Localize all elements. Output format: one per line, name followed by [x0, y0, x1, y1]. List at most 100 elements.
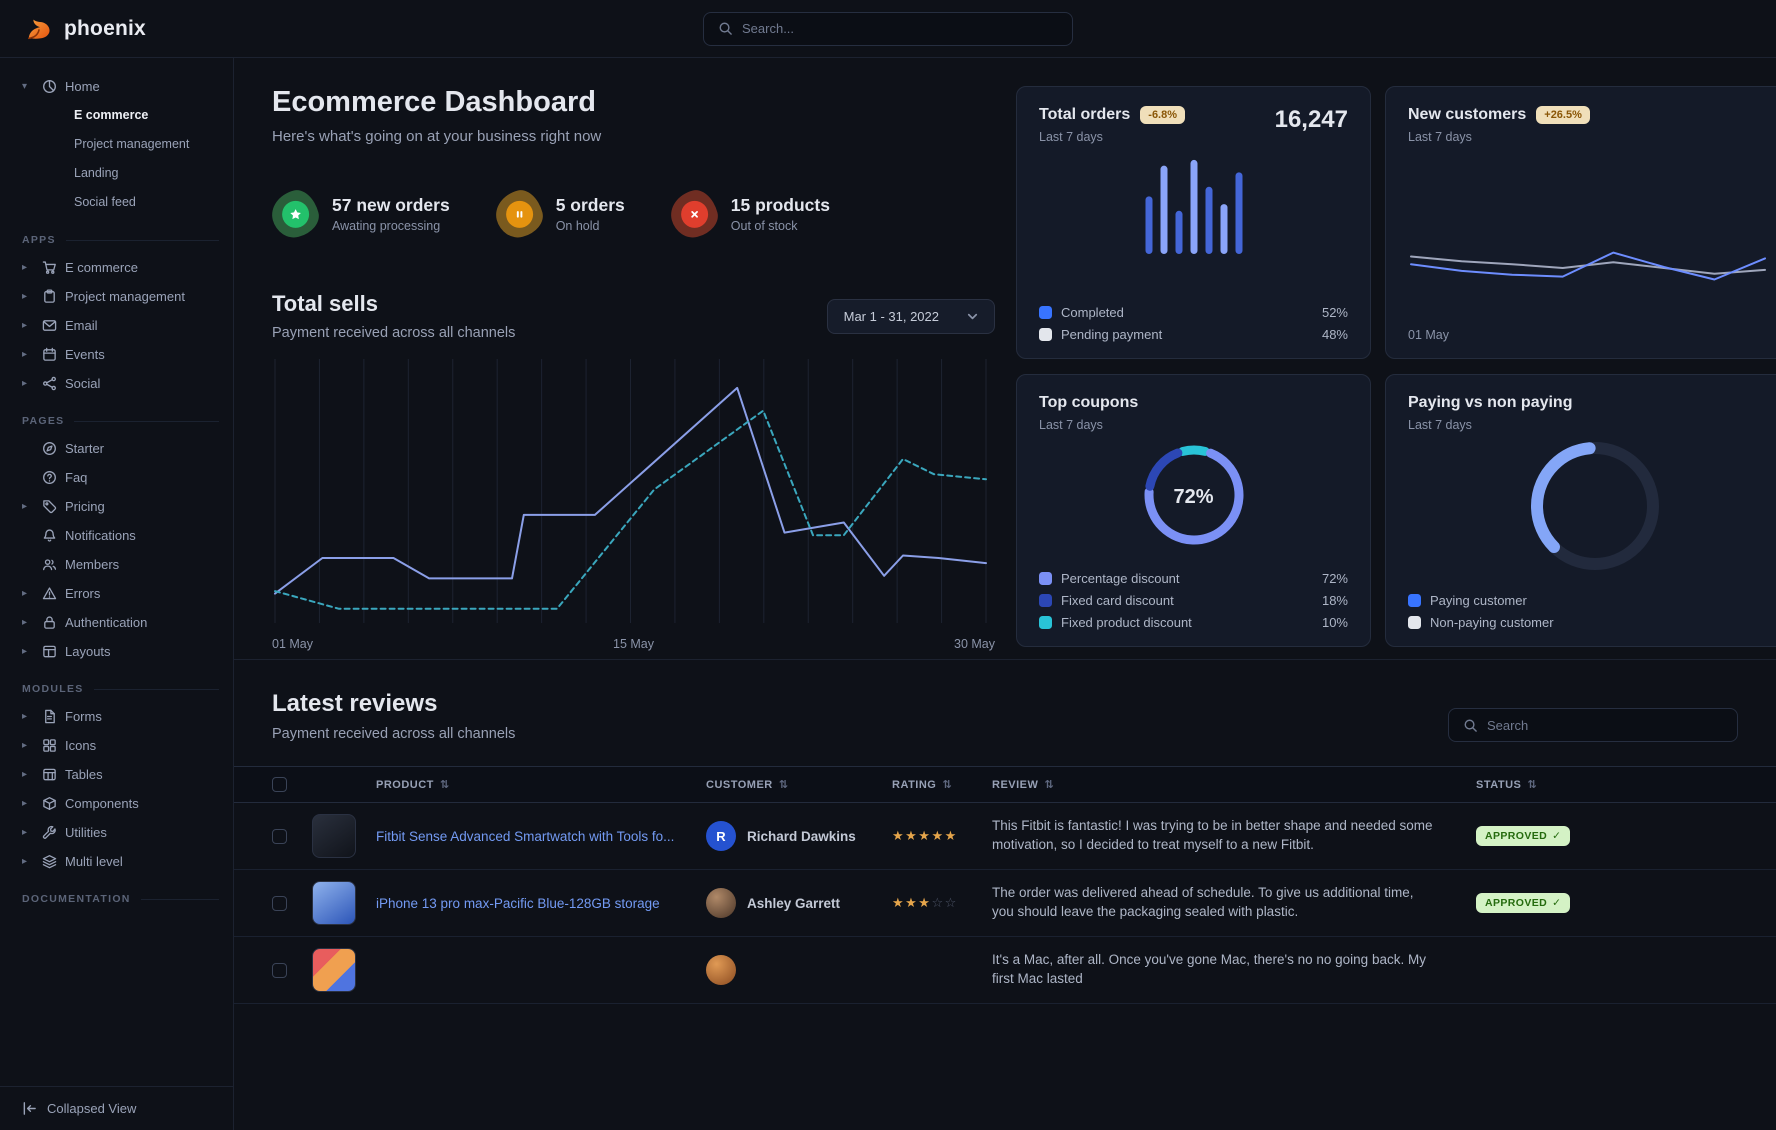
column-header-status[interactable]: STATUS ⇅ — [1476, 778, 1538, 792]
caret-right-icon: ▸ — [22, 378, 28, 389]
top-coupons-legend: Percentage discount 72% Fixed card discoun… — [1039, 564, 1348, 630]
legend-label: Paying customer — [1430, 593, 1527, 608]
stat-blob — [490, 185, 547, 243]
reviews-search[interactable] — [1448, 708, 1738, 742]
sidebar-item-starter[interactable]: Starter — [0, 434, 233, 463]
customer-avatar — [706, 955, 736, 985]
row-checkbox[interactable] — [272, 828, 287, 844]
sidebar-item-layouts[interactable]: ▸ Layouts — [22, 644, 111, 659]
card-period: Last 7 days — [1039, 418, 1103, 432]
sidebar-item-members[interactable]: Members — [0, 550, 233, 579]
question-icon — [43, 471, 56, 484]
sidebar-section-documentation: DOCUMENTATION — [22, 893, 233, 905]
card-new-customers: New customers +26.5% Last 7 days 01 May — [1385, 86, 1776, 359]
card-period: Last 7 days — [1039, 130, 1103, 144]
sidebar-item-components[interactable]: ▸ Components — [22, 796, 139, 811]
column-header-product[interactable]: PRODUCT ⇅ — [376, 778, 450, 792]
total-sells-x-axis: 01 May 15 May 30 May — [272, 637, 995, 651]
total-sells-chart-svg — [274, 359, 987, 623]
sidebar-item-authentication[interactable]: ▸ Authentication — [22, 615, 148, 630]
sidebar-item-icons[interactable]: ▸ Icons — [22, 738, 97, 753]
sidebar-item-e-commerce[interactable]: ▸ E commerce — [22, 260, 138, 275]
legend-label: Fixed card discount — [1061, 593, 1174, 608]
date-range-select[interactable]: Mar 1 - 31, 2022 — [826, 299, 995, 334]
column-header-rating[interactable]: RATING ⇅ — [892, 778, 953, 792]
caret-right-icon: ▸ — [22, 740, 28, 751]
sidebar-item-social[interactable]: ▸ Social — [22, 376, 101, 391]
brand[interactable]: phoenix — [24, 14, 146, 44]
grid-icon — [43, 739, 56, 752]
check-icon: ✓ — [1552, 830, 1562, 842]
customer-cell: R Richard Dawkins — [706, 821, 892, 851]
new-customers-change-badge: +26.5% — [1536, 106, 1590, 124]
sidebar-item-tables[interactable]: ▸ Tables — [22, 767, 103, 782]
sidebar-item-events[interactable]: ▸ Events — [22, 347, 105, 362]
paying-donut — [1525, 436, 1665, 581]
product-link[interactable]: iPhone 13 pro max-Pacific Blue-128GB sto… — [376, 895, 660, 911]
paying-donut-svg — [1531, 442, 1659, 570]
product-thumbnail[interactable] — [312, 814, 356, 858]
row-checkbox[interactable] — [272, 962, 287, 978]
sidebar-item-home[interactable]: ▾ Home — [22, 79, 100, 94]
card-top-coupons: Top coupons Last 7 days 72% Percentage d… — [1016, 374, 1371, 647]
review-row: It's a Mac, after all. Once you've gone … — [234, 937, 1776, 1004]
card-period: Last 7 days — [1408, 130, 1472, 144]
status-badge: APPROVED ✓ — [1476, 826, 1571, 846]
product-link[interactable]: Fitbit Sense Advanced Smartwatch with To… — [376, 828, 675, 844]
review-row: Fitbit Sense Advanced Smartwatch with To… — [234, 803, 1776, 870]
caret-right-icon: ▸ — [22, 769, 28, 780]
product-thumbnail[interactable] — [312, 948, 356, 992]
sidebar-item-email[interactable]: ▸ Email — [22, 318, 98, 333]
legend-label: Non-paying customer — [1430, 615, 1554, 630]
row-checkbox[interactable] — [272, 895, 287, 911]
sidebar-item-faq[interactable]: Faq — [0, 463, 233, 492]
total-orders-bar-chart — [1145, 159, 1242, 254]
legend-item-completed: Completed 52% — [1039, 305, 1348, 320]
sidebar-item-landing[interactable]: Landing — [74, 166, 119, 180]
legend-swatch — [1039, 328, 1052, 341]
review-text: The order was delivered ahead of schedul… — [992, 885, 1414, 919]
legend-swatch — [1039, 594, 1052, 607]
card-title: Paying vs non paying — [1408, 394, 1573, 411]
sidebar-item-e-commerce[interactable]: E commerce — [74, 108, 149, 122]
sidebar-item-social-feed[interactable]: Social feed — [74, 195, 136, 209]
sidebar-item-project-management[interactable]: ▸ Project management — [22, 289, 185, 304]
stat-caption: On hold — [555, 219, 600, 233]
stat-caption: Out of stock — [730, 219, 798, 233]
caret-right-icon: ▸ — [22, 291, 28, 302]
caret-right-icon: ▸ — [22, 827, 28, 838]
new-customers-line-chart — [1410, 251, 1766, 281]
select-all-checkbox[interactable] — [272, 777, 287, 792]
legend-swatch — [1039, 572, 1052, 585]
legend-label: Pending payment — [1061, 327, 1163, 342]
legend-percent: 52% — [1321, 305, 1348, 320]
caret-right-icon: ▸ — [22, 798, 28, 809]
status-badge: APPROVED ✓ — [1476, 893, 1571, 913]
top-coupons-donut-svg — [1144, 445, 1243, 545]
sidebar-item-pricing[interactable]: ▸ Pricing — [22, 499, 105, 514]
sidebar-item-project-management[interactable]: Project management — [74, 137, 190, 151]
legend-percent: 10% — [1321, 615, 1348, 630]
global-search-input[interactable] — [742, 21, 1058, 36]
collapsed-view-toggle[interactable]: Collapsed View — [0, 1086, 233, 1130]
caret-down-icon: ▾ — [22, 81, 28, 92]
cart-icon — [42, 261, 56, 274]
sidebar-item-utilities[interactable]: ▸ Utilities — [22, 825, 107, 840]
column-header-review[interactable]: REVIEW ⇅ — [992, 778, 1055, 792]
sidebar-item-multi-level[interactable]: ▸ Multi level — [22, 854, 123, 869]
reviews-search-input[interactable] — [1487, 717, 1723, 733]
users-icon — [43, 559, 57, 571]
share-icon — [43, 376, 56, 391]
sidebar-item-notifications[interactable]: Notifications — [0, 521, 233, 550]
product-thumbnail[interactable] — [312, 881, 356, 925]
sidebar-item-forms[interactable]: ▸ Forms — [22, 709, 102, 724]
dashboard-top: Ecommerce Dashboard Here's what's going … — [234, 58, 1776, 651]
main-content: Ecommerce Dashboard Here's what's going … — [234, 58, 1776, 1130]
global-search[interactable] — [703, 11, 1073, 46]
caret-right-icon: ▸ — [22, 349, 28, 360]
customer-name: Ashley Garrett — [747, 895, 841, 911]
legend-label: Fixed product discount — [1061, 615, 1192, 630]
column-header-customer[interactable]: CUSTOMER ⇅ — [706, 778, 789, 792]
sidebar-item-errors[interactable]: ▸ Errors — [22, 586, 101, 601]
